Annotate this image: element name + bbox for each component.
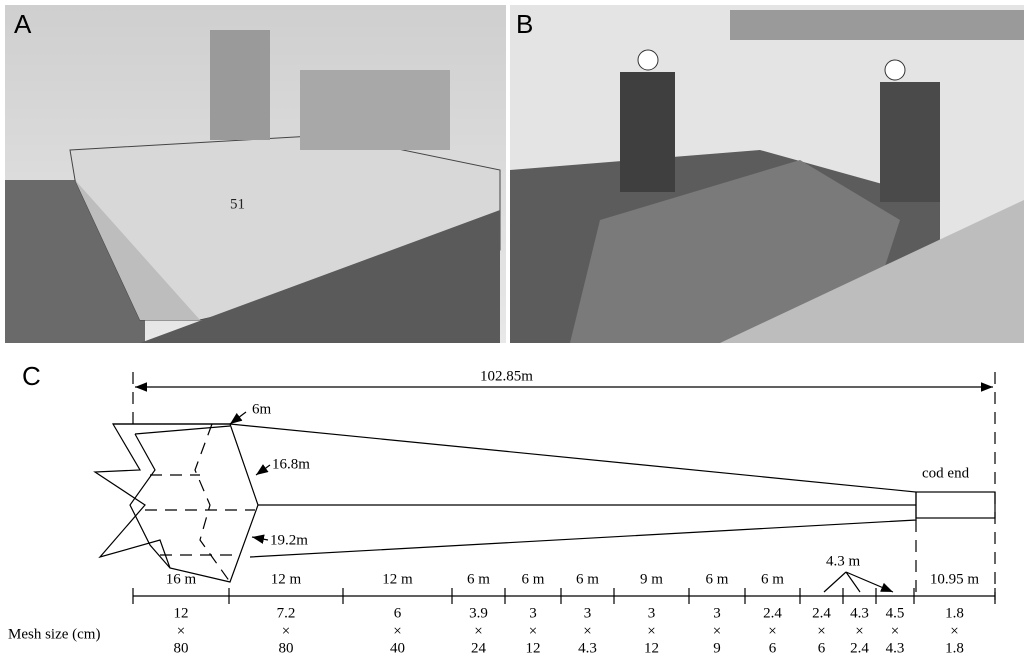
mesh-value: 12 xyxy=(644,640,659,656)
segment-length: 6 m xyxy=(706,571,729,587)
mesh-value: 12 xyxy=(526,640,541,656)
dimension-label: 19.2m xyxy=(270,532,308,548)
mesh-value: 2.4 xyxy=(763,605,782,621)
mesh-times: × xyxy=(713,623,721,639)
mesh-value: 4.5 xyxy=(886,605,905,621)
callout-label: 4.3 m xyxy=(826,553,861,569)
mesh-times: × xyxy=(768,623,776,639)
segment-length: 12 m xyxy=(382,571,413,587)
mesh-value: 2.4 xyxy=(812,605,831,621)
segment-length: 10.95 m xyxy=(930,571,980,587)
panel-label: C xyxy=(22,361,41,391)
dimension-label: 6m xyxy=(252,401,272,417)
segment-length: 9 m xyxy=(640,571,663,587)
net-drawing xyxy=(93,372,996,600)
mesh-value: 9 xyxy=(713,640,721,656)
segment-length: 6 m xyxy=(467,571,490,587)
mesh-value: 3 xyxy=(648,605,656,621)
mesh-times: × xyxy=(855,623,863,639)
mesh-times: × xyxy=(177,623,185,639)
segment-length: 16 m xyxy=(166,571,197,587)
cod-end-label: cod end xyxy=(922,465,970,481)
mesh-value: 4.3 xyxy=(850,605,869,621)
mesh-value: 24 xyxy=(471,640,487,656)
mesh-value: 80 xyxy=(279,640,294,656)
mesh-value: 4.3 xyxy=(578,640,597,656)
ship-markings: 51 xyxy=(230,196,245,212)
dimension-label: 16.8m xyxy=(272,456,310,472)
mesh-value: 7.2 xyxy=(277,605,296,621)
segment-length: 12 m xyxy=(271,571,302,587)
mesh-times: × xyxy=(529,623,537,639)
segment-length: 6 m xyxy=(522,571,545,587)
mesh-value: 4.3 xyxy=(886,640,905,656)
mesh-value: 3 xyxy=(713,605,721,621)
mesh-times: × xyxy=(817,623,825,639)
photo-a: 51 xyxy=(5,5,506,343)
total-length: 102.85m xyxy=(480,368,533,384)
mesh-times: × xyxy=(474,623,482,639)
mesh-times: × xyxy=(393,623,401,639)
mesh-times: × xyxy=(583,623,591,639)
mesh-value: 1.8 xyxy=(945,605,964,621)
panel-label: B xyxy=(516,9,533,39)
mesh-value: 40 xyxy=(390,640,405,656)
mesh-label: Mesh size (cm) xyxy=(8,626,100,642)
mesh-value: 3 xyxy=(529,605,537,621)
segment-length: 6 m xyxy=(761,571,784,587)
mesh-value: 12 xyxy=(174,605,189,621)
mesh-value: 2.4 xyxy=(850,640,869,656)
mesh-times: × xyxy=(282,623,290,639)
mesh-times: × xyxy=(950,623,958,639)
panel-label: A xyxy=(14,9,32,39)
mesh-value: 80 xyxy=(174,640,189,656)
mesh-value: 6 xyxy=(818,640,826,656)
photo-b xyxy=(510,5,1024,343)
mesh-times: × xyxy=(647,623,655,639)
mesh-value: 3 xyxy=(584,605,592,621)
mesh-value: 3.9 xyxy=(469,605,488,621)
mesh-times: × xyxy=(891,623,899,639)
mesh-value: 6 xyxy=(394,605,402,621)
segment-length: 6 m xyxy=(576,571,599,587)
mesh-value: 1.8 xyxy=(945,640,964,656)
mesh-value: 6 xyxy=(769,640,777,656)
